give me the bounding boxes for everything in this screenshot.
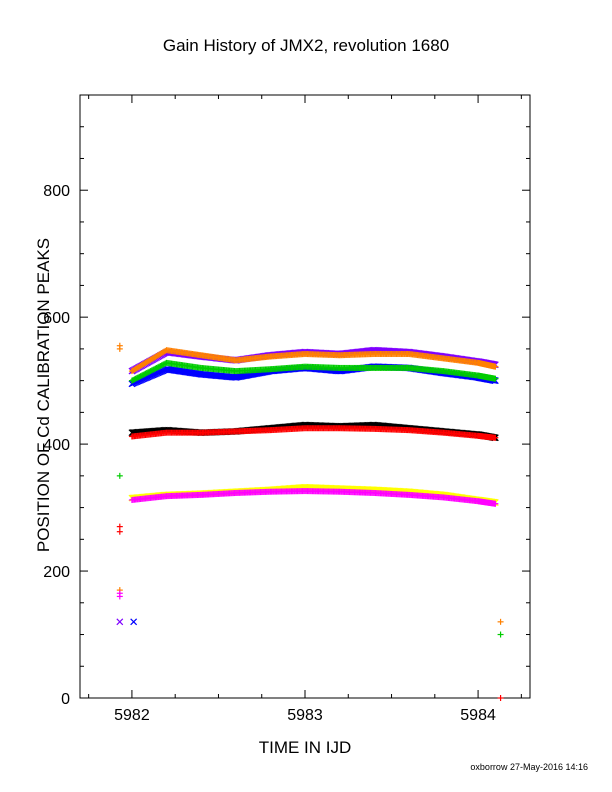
x-tick-label: 5982: [114, 707, 150, 724]
chart-title: Gain History of JMX2, revolution 1680: [162, 36, 450, 55]
x-tick-label: 5983: [287, 707, 323, 724]
plot-frame: [79, 94, 531, 699]
y-tick-label: 0: [61, 691, 70, 708]
y-tick-label: 600: [43, 310, 70, 327]
series-5: [128, 425, 499, 441]
y-tick-label: 800: [43, 183, 70, 200]
x-tick-label: 5984: [460, 707, 496, 724]
y-tick-label: 400: [43, 437, 70, 454]
axes: 0 200 400 600 800 5982 5983 5984: [43, 94, 530, 724]
data-marks: [116, 342, 504, 701]
y-tick-label: 200: [43, 564, 70, 581]
